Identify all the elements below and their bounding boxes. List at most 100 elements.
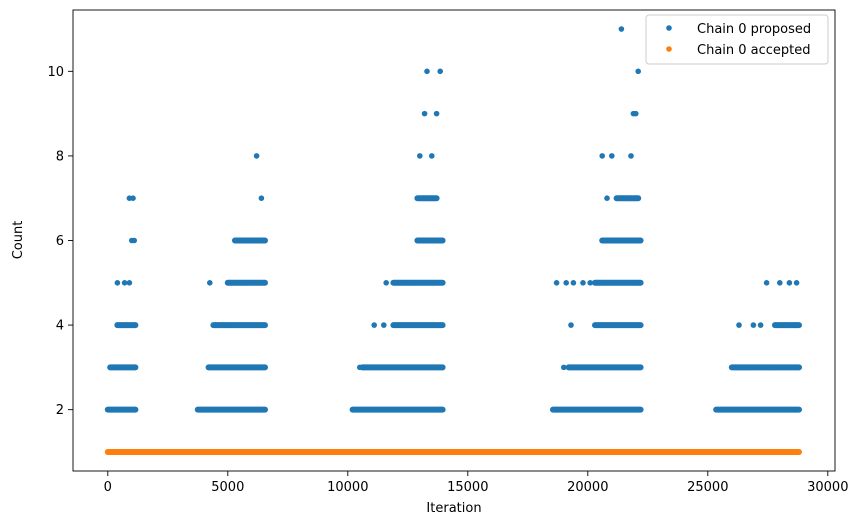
series-0-point-11 — [205, 364, 212, 371]
series-0-point-23 — [261, 237, 267, 244]
series-0-point-42 — [553, 279, 560, 286]
legend-label-proposed: Chain 0 proposed — [697, 22, 811, 37]
series-0-point-10 — [195, 406, 201, 413]
series-0-point-60 — [635, 68, 641, 75]
x-tick-label-2: 10000 — [327, 480, 368, 495]
x-tick-label-6: 30000 — [807, 480, 848, 495]
legend-label-accepted: Chain 0 accepted — [697, 43, 811, 58]
series-0 — [104, 26, 802, 413]
series-0-point-9 — [130, 195, 136, 202]
series-0-point-38 — [426, 195, 433, 202]
series-0-point-24 — [351, 406, 357, 413]
series-0-point-67 — [743, 364, 749, 371]
series-0-point-50 — [601, 237, 608, 244]
series-0-point-2 — [114, 322, 121, 328]
chart-axes: 0 5000 10000 15000 20000 25000 30000 2 4 6 8 10 It… — [11, 9, 848, 516]
x-tick-label-4: 20000 — [567, 480, 608, 495]
legend-box — [645, 14, 829, 65]
series-0-point-45 — [570, 279, 577, 286]
series-0-point-76 — [791, 322, 797, 328]
series-0-point-62 — [636, 279, 643, 286]
series-0-point-78 — [796, 364, 802, 371]
x-tick-label-5: 25000 — [687, 480, 728, 495]
series-0-point-64 — [719, 406, 725, 413]
series-0-point-16 — [232, 237, 238, 244]
series-0-point-22 — [251, 237, 257, 244]
series-0-point-17 — [239, 237, 245, 244]
series-0-point-51 — [604, 195, 610, 202]
x-tick-label-0: 0 — [104, 480, 112, 495]
series-0-point-54 — [618, 26, 625, 32]
series-0-point-25 — [357, 364, 363, 371]
series-0-point-35 — [429, 153, 435, 159]
series-0-point-31 — [414, 237, 421, 244]
series-0-point-39 — [431, 237, 438, 244]
series-0-point-47 — [587, 279, 593, 286]
series-0-point-18 — [244, 279, 250, 286]
series-0-point-27 — [381, 322, 387, 328]
series-0-point-20 — [253, 153, 260, 159]
series-0-point-14 — [220, 322, 226, 328]
x-tick-label-3: 15000 — [447, 480, 488, 495]
series-0-point-37 — [437, 68, 444, 75]
x-axis-ticks: 0 5000 10000 15000 20000 25000 30000 — [104, 471, 848, 495]
series-0-point-71 — [767, 364, 773, 371]
series-0-point-32 — [417, 153, 423, 159]
series-0-point-49 — [599, 153, 605, 159]
series-0-point-26 — [371, 322, 378, 328]
series-0-point-5 — [126, 279, 133, 286]
series-0-point-40 — [550, 406, 556, 413]
series-0-point-44 — [568, 322, 574, 328]
series-0-point-48 — [594, 279, 601, 286]
series-0-point-15 — [225, 279, 231, 286]
y-tick-label-3: 8 — [56, 149, 64, 164]
series-0-point-29 — [397, 279, 404, 286]
series-0-point-53 — [613, 237, 620, 244]
series-0-point-30 — [407, 279, 414, 286]
series-0-point-75 — [786, 279, 793, 286]
legend-marker-accepted — [666, 46, 672, 52]
series-0-point-4 — [121, 279, 128, 286]
x-axis-label: Iteration — [426, 501, 481, 516]
series-0-point-0 — [107, 406, 113, 413]
series-0-point-68 — [750, 322, 757, 328]
series-0-point-21 — [258, 195, 265, 202]
x-tick-label-1: 5000 — [211, 480, 244, 495]
series-0-point-13 — [213, 322, 219, 328]
series-0-point-46 — [580, 279, 586, 286]
y-tick-label-1: 4 — [56, 319, 64, 334]
series-0-point-52 — [609, 153, 615, 159]
series-0-point-63 — [713, 406, 719, 413]
y-tick-label-0: 2 — [56, 403, 64, 418]
series-0-point-33 — [421, 110, 428, 117]
series-0-point-28 — [383, 279, 390, 286]
y-tick-label-4: 10 — [47, 65, 64, 80]
series-0-point-59 — [633, 110, 639, 117]
chart-marks — [104, 26, 802, 455]
series-0-point-77 — [793, 279, 800, 286]
series-0-point-1 — [107, 364, 113, 371]
legend: Chain 0 proposed Chain 0 accepted — [645, 14, 829, 65]
series-0-point-72 — [772, 322, 778, 328]
y-axis-label: Count — [11, 221, 26, 260]
series-0-point-41 — [561, 364, 567, 371]
series-0-point-12 — [207, 279, 213, 286]
legend-marker-proposed — [666, 25, 672, 31]
series-0-point-69 — [757, 322, 764, 328]
series-0-point-57 — [628, 153, 634, 159]
series-0-point-7 — [131, 237, 137, 244]
series-0-point-65 — [733, 364, 740, 371]
series-0-point-43 — [563, 279, 569, 286]
series-0-point-61 — [633, 195, 639, 202]
series-0-point-73 — [777, 279, 783, 286]
y-axis-ticks: 2 4 6 8 10 — [47, 65, 73, 418]
series-0-point-66 — [736, 322, 742, 328]
series-0-point-3 — [114, 279, 121, 286]
series-0-point-56 — [623, 237, 629, 244]
series-0-point-34 — [424, 68, 430, 75]
series-0-point-70 — [763, 279, 770, 286]
series-0-point-36 — [433, 110, 440, 117]
series-0-point-74 — [781, 322, 788, 328]
y-tick-label-2: 6 — [56, 234, 64, 249]
